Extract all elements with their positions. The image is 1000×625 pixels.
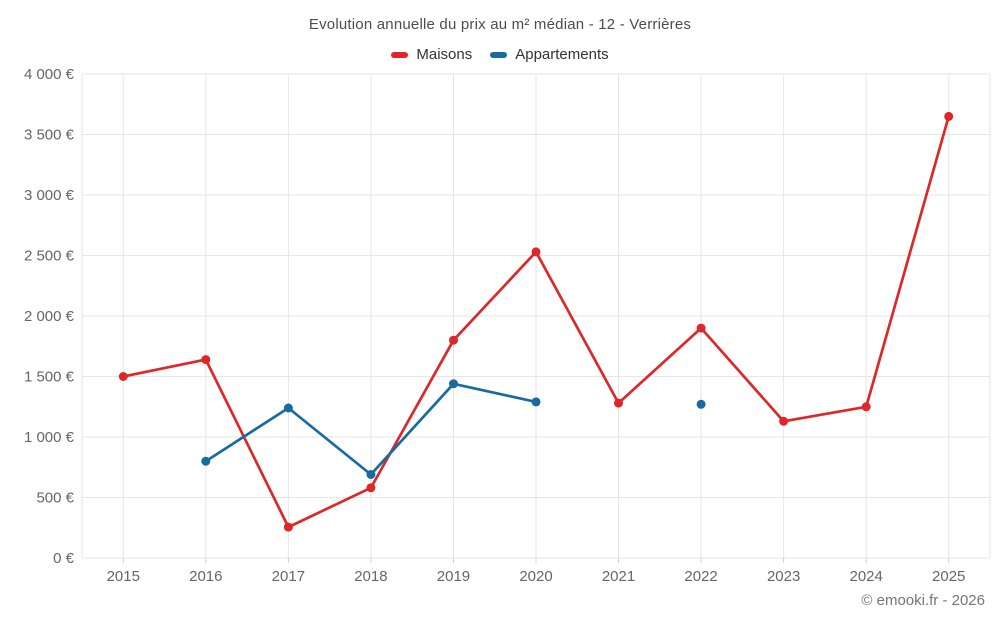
data-point-maisons-2018[interactable] — [366, 483, 376, 493]
x-axis-tick-label: 2021 — [602, 568, 635, 585]
data-point-appartements-2017[interactable] — [283, 403, 293, 413]
data-point-maisons-2022[interactable] — [696, 323, 706, 333]
chart-legend: Maisons Appartements — [0, 46, 1000, 63]
data-point-maisons-2023[interactable] — [779, 416, 789, 426]
x-axis-tick-label: 2022 — [684, 568, 717, 585]
y-axis-tick-label: 4 000 € — [24, 66, 75, 83]
legend-item-maisons[interactable]: Maisons — [391, 46, 472, 63]
x-axis-tick-label: 2018 — [354, 568, 387, 585]
y-axis-tick-label: 3 500 € — [24, 127, 75, 144]
y-axis-tick-label: 2 000 € — [24, 308, 75, 325]
data-point-maisons-2015[interactable] — [118, 372, 128, 381]
y-axis-tick-label: 1 000 € — [24, 429, 75, 446]
appartements-series-swatch-icon — [490, 51, 508, 58]
x-axis-tick-label: 2020 — [519, 568, 552, 585]
x-axis-tick-label: 2016 — [189, 568, 222, 585]
y-axis-tick-label: 1 500 € — [24, 369, 75, 386]
y-axis-tick-label: 3 000 € — [24, 187, 75, 204]
data-point-maisons-2024[interactable] — [861, 402, 871, 412]
data-point-maisons-2025[interactable] — [944, 111, 954, 121]
x-axis-tick-label: 2025 — [932, 568, 965, 585]
x-axis-tick-label: 2023 — [767, 568, 800, 585]
data-point-maisons-2017[interactable] — [283, 522, 293, 532]
x-axis-tick-label: 2015 — [107, 568, 140, 585]
y-axis-tick-label: 0 € — [53, 550, 75, 567]
data-point-maisons-2020[interactable] — [531, 247, 541, 257]
legend-label-appartements: Appartements — [515, 46, 609, 63]
y-axis-tick-label: 500 € — [36, 490, 74, 507]
copyright-text: © emooki.fr - 2026 — [861, 592, 985, 609]
y-axis-tick-label: 2 500 € — [24, 248, 75, 265]
data-point-appartements-2022[interactable] — [696, 399, 706, 409]
data-point-appartements-2018[interactable] — [366, 470, 376, 479]
data-point-appartements-2020[interactable] — [531, 397, 541, 407]
x-axis-tick-label: 2017 — [272, 568, 305, 585]
data-point-appartements-2016[interactable] — [201, 456, 211, 466]
data-point-maisons-2016[interactable] — [201, 355, 211, 365]
x-axis-tick-label: 2019 — [437, 568, 470, 585]
data-point-maisons-2019[interactable] — [449, 335, 458, 345]
data-point-maisons-2021[interactable] — [614, 398, 623, 408]
x-axis-tick-label: 2024 — [849, 568, 882, 585]
legend-label-maisons: Maisons — [416, 46, 473, 63]
data-point-appartements-2019[interactable] — [449, 379, 458, 389]
maisons-series-swatch-icon — [391, 51, 409, 58]
chart-title: Evolution annuelle du prix au m² médian … — [308, 16, 692, 33]
legend-item-appartements[interactable]: Appartements — [490, 46, 609, 63]
